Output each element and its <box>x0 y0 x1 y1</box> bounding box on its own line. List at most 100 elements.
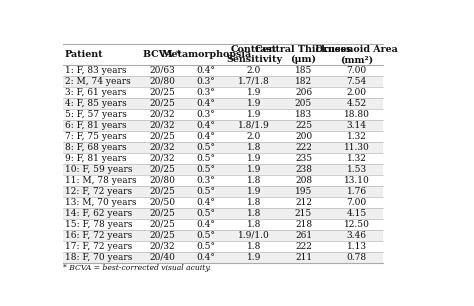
Text: 0.4°: 0.4° <box>197 132 216 141</box>
Text: 0.5°: 0.5° <box>197 154 216 163</box>
Text: 5: F, 57 years: 5: F, 57 years <box>65 110 127 119</box>
Bar <box>63 120 383 131</box>
Text: 20/25: 20/25 <box>149 165 175 174</box>
Text: 11.30: 11.30 <box>344 143 370 152</box>
Text: 0.4°: 0.4° <box>197 121 216 130</box>
Text: 7.00: 7.00 <box>347 198 367 207</box>
Text: 20/32: 20/32 <box>149 110 175 119</box>
Text: 14: F, 62 years: 14: F, 62 years <box>65 209 132 218</box>
Text: 20/25: 20/25 <box>149 231 175 240</box>
Text: 225: 225 <box>295 121 312 130</box>
Text: Metamorphopsia: Metamorphopsia <box>161 50 251 59</box>
Text: 18: F, 70 years: 18: F, 70 years <box>65 253 132 262</box>
Bar <box>63 98 383 109</box>
Text: 20/25: 20/25 <box>149 88 175 97</box>
Text: 20/32: 20/32 <box>149 242 175 251</box>
Text: 1.8/1.9: 1.8/1.9 <box>238 121 270 130</box>
Text: BCVA *: BCVA * <box>143 50 181 59</box>
Text: 208: 208 <box>295 176 312 185</box>
Text: 12.50: 12.50 <box>344 220 370 229</box>
Text: 0.5°: 0.5° <box>197 165 216 174</box>
Text: 20/40: 20/40 <box>149 253 175 262</box>
Text: 0.3°: 0.3° <box>197 176 216 185</box>
Text: 183: 183 <box>295 110 312 119</box>
Text: 0.4°: 0.4° <box>197 66 216 75</box>
Text: 7.54: 7.54 <box>346 77 367 86</box>
Text: 0.4°: 0.4° <box>197 220 216 229</box>
Text: 1.32: 1.32 <box>347 132 367 141</box>
Text: 0.3°: 0.3° <box>197 77 216 86</box>
Text: 1.9: 1.9 <box>247 253 261 262</box>
Text: 1.9: 1.9 <box>247 187 261 196</box>
Bar <box>63 175 383 186</box>
Text: 1.9: 1.9 <box>247 165 261 174</box>
Bar <box>63 65 383 76</box>
Text: 20/63: 20/63 <box>149 66 175 75</box>
Text: 1.8: 1.8 <box>247 209 261 218</box>
Bar <box>63 109 383 120</box>
Text: 2.0: 2.0 <box>247 132 261 141</box>
Bar <box>63 87 383 98</box>
Text: 4.52: 4.52 <box>347 99 367 108</box>
Text: 218: 218 <box>295 220 312 229</box>
Text: 1.8: 1.8 <box>247 220 261 229</box>
Bar <box>63 76 383 87</box>
Text: 12: F, 72 years: 12: F, 72 years <box>65 187 132 196</box>
Text: 0.3°: 0.3° <box>197 110 216 119</box>
Text: 20/25: 20/25 <box>149 99 175 108</box>
Text: 9: F, 81 years: 9: F, 81 years <box>65 154 127 163</box>
Text: 215: 215 <box>295 209 312 218</box>
Text: 1.7/1.8: 1.7/1.8 <box>238 77 270 86</box>
Text: 3: F, 61 years: 3: F, 61 years <box>65 88 126 97</box>
Text: 7: F, 75 years: 7: F, 75 years <box>65 132 127 141</box>
Text: Patient: Patient <box>65 50 103 59</box>
Text: 20/80: 20/80 <box>149 176 175 185</box>
Text: 8: F, 68 years: 8: F, 68 years <box>65 143 127 152</box>
Bar <box>63 241 383 252</box>
Text: 1.9: 1.9 <box>247 154 261 163</box>
Text: 0.5°: 0.5° <box>197 231 216 240</box>
Text: 20/50: 20/50 <box>149 198 175 207</box>
Text: 11: M, 78 years: 11: M, 78 years <box>65 176 137 185</box>
Text: 20/25: 20/25 <box>149 132 175 141</box>
Text: 3.14: 3.14 <box>347 121 367 130</box>
Text: 1.8: 1.8 <box>247 143 261 152</box>
Text: 3.46: 3.46 <box>347 231 367 240</box>
Text: 1.8: 1.8 <box>247 242 261 251</box>
Text: 200: 200 <box>295 132 312 141</box>
Bar <box>63 252 383 263</box>
Text: 222: 222 <box>295 143 312 152</box>
Text: 182: 182 <box>295 77 312 86</box>
Text: 0.3°: 0.3° <box>197 88 216 97</box>
Text: 0.5°: 0.5° <box>197 242 216 251</box>
Text: 1.8: 1.8 <box>247 198 261 207</box>
Bar <box>63 142 383 153</box>
Text: 20/32: 20/32 <box>149 143 175 152</box>
Text: 0.5°: 0.5° <box>197 143 216 152</box>
Text: Central Thickness
(μm): Central Thickness (μm) <box>255 45 352 64</box>
Text: 1.9: 1.9 <box>247 88 261 97</box>
Text: 17: F, 72 years: 17: F, 72 years <box>65 242 132 251</box>
Text: 20/25: 20/25 <box>149 220 175 229</box>
Text: 0.4°: 0.4° <box>197 99 216 108</box>
Text: 0.4°: 0.4° <box>197 253 216 262</box>
Text: 4: F, 85 years: 4: F, 85 years <box>65 99 127 108</box>
Text: 1.13: 1.13 <box>347 242 367 251</box>
Text: 222: 222 <box>295 242 312 251</box>
Text: 1.9/1.0: 1.9/1.0 <box>238 231 270 240</box>
Text: 261: 261 <box>295 231 312 240</box>
Text: * BCVA = best-corrected visual acuity.: * BCVA = best-corrected visual acuity. <box>63 264 211 272</box>
Text: 0.4°: 0.4° <box>197 198 216 207</box>
Text: 20/25: 20/25 <box>149 209 175 218</box>
Text: 238: 238 <box>295 165 312 174</box>
Text: 1.9: 1.9 <box>247 99 261 108</box>
Text: 6: F, 81 years: 6: F, 81 years <box>65 121 127 130</box>
Text: 20/32: 20/32 <box>149 121 175 130</box>
Text: 2.0: 2.0 <box>247 66 261 75</box>
Bar <box>63 186 383 197</box>
Bar <box>63 164 383 175</box>
Text: 10: F, 59 years: 10: F, 59 years <box>65 165 132 174</box>
Text: Contrast
Sensitivity: Contrast Sensitivity <box>226 45 282 64</box>
Text: 195: 195 <box>295 187 312 196</box>
Text: 20/32: 20/32 <box>149 154 175 163</box>
